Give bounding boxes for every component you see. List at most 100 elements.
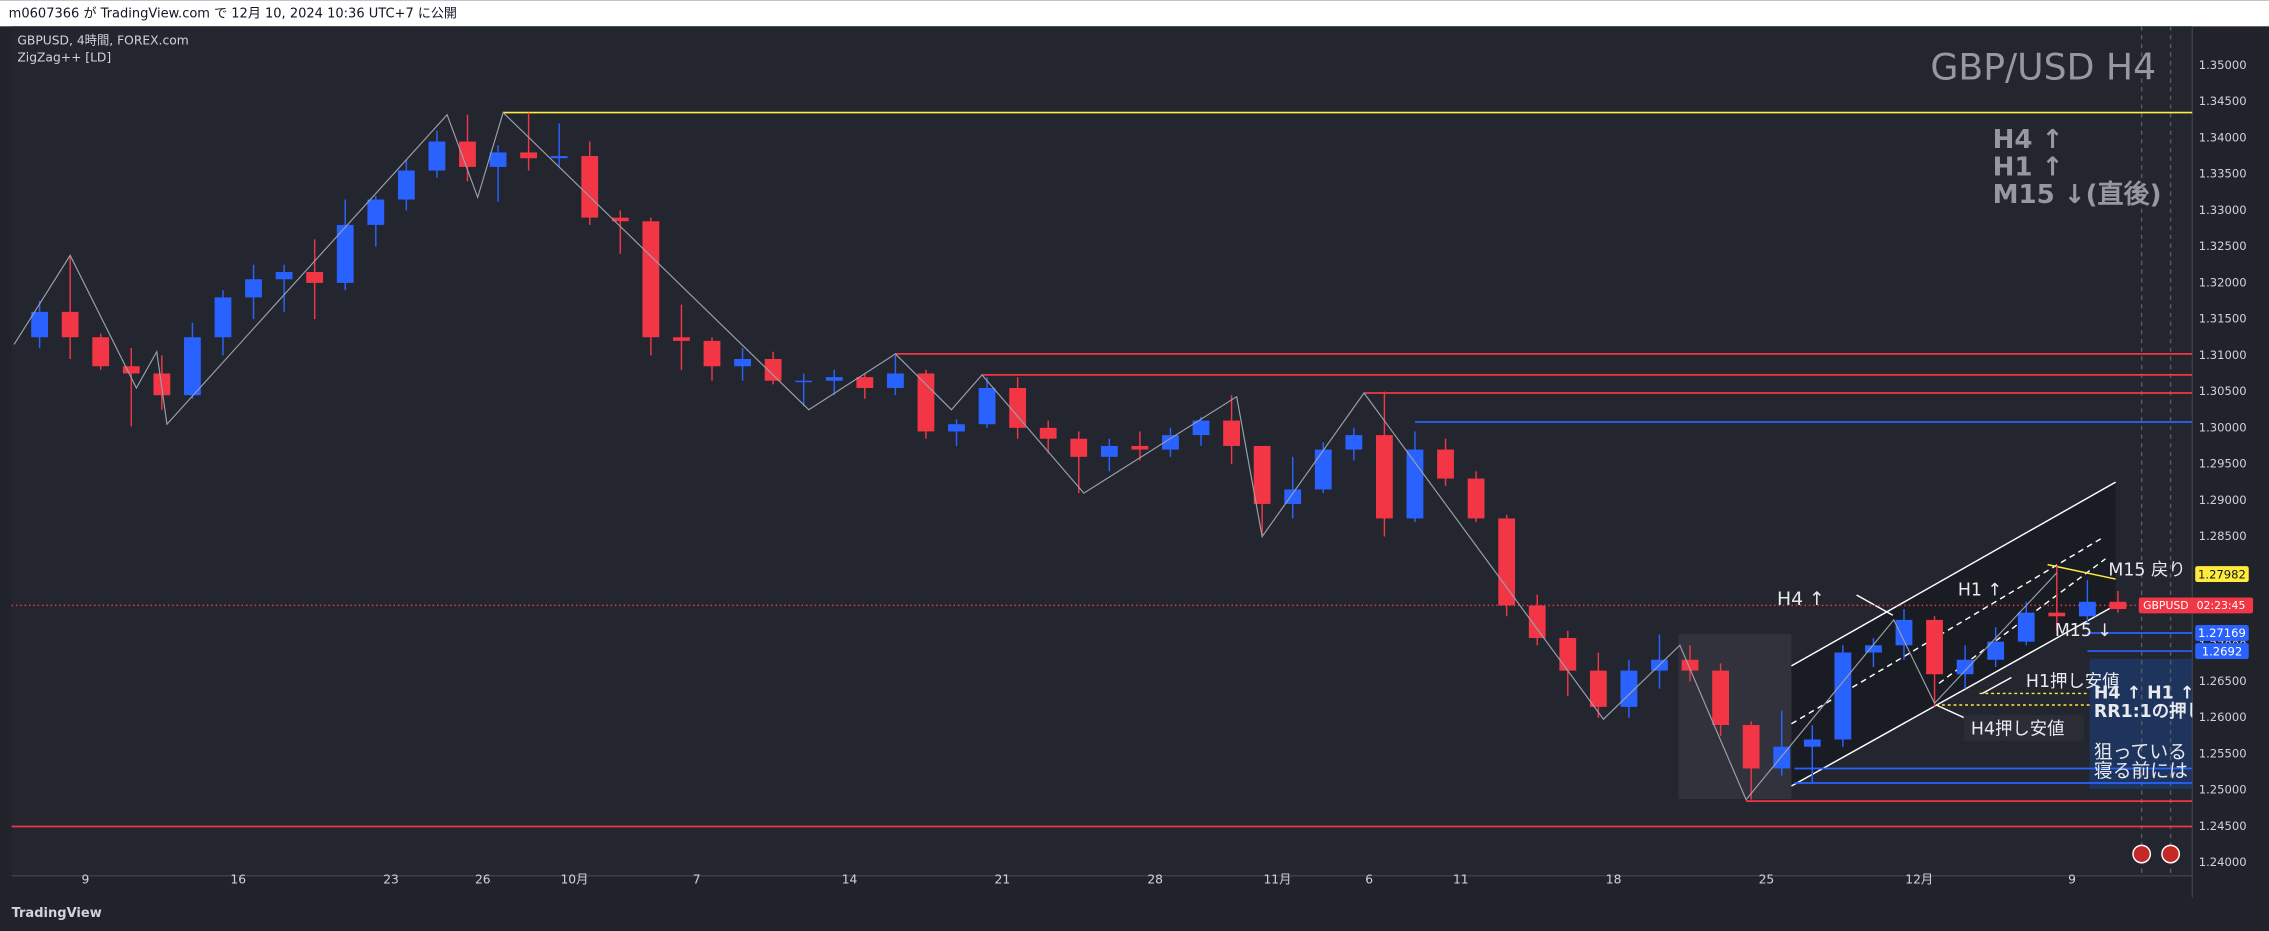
candle-body	[581, 156, 599, 218]
candle-body	[2109, 601, 2127, 610]
event-icon[interactable]	[2161, 844, 2181, 864]
y-tick-label: 1.32500	[2199, 239, 2247, 253]
candle-body	[1773, 746, 1791, 769]
candle-body	[917, 373, 935, 432]
candle-body	[336, 224, 354, 283]
price-tag-label: 1.27169	[2198, 626, 2246, 640]
candle-body	[1039, 427, 1057, 439]
y-tick-label: 1.24500	[2199, 819, 2247, 833]
last-price-tag	[2138, 597, 2254, 614]
candle-body	[734, 358, 751, 367]
x-tick-label: 14	[842, 873, 858, 887]
candle-body	[1926, 619, 1943, 675]
m15-line	[2047, 563, 2116, 580]
y-tick-label: 1.25500	[2199, 746, 2247, 760]
annotation: H4 ↑ H1 ↑	[2094, 683, 2194, 703]
event-icon[interactable]	[2132, 844, 2152, 864]
candle-body	[1712, 670, 1730, 725]
y-tick-label: 1.30000	[2199, 420, 2247, 434]
candle-body	[245, 279, 262, 298]
candle-body	[1803, 739, 1821, 747]
candle-body	[31, 311, 48, 338]
y-tick-label: 1.31500	[2199, 312, 2247, 326]
y-tick-label: 1.34500	[2199, 94, 2247, 108]
y-tick-label: 1.33000	[2199, 203, 2247, 217]
candle-body	[550, 156, 568, 159]
candle-body	[2017, 612, 2035, 642]
candle-body	[520, 152, 538, 159]
x-tick-label: 28	[1147, 873, 1163, 887]
y-tick-label: 1.26000	[2199, 710, 2247, 724]
y-tick-label: 1.24000	[2199, 855, 2247, 869]
price-tag-label: 1.2692	[2202, 644, 2242, 658]
annotation: H4 ↑	[1777, 589, 1825, 610]
y-tick-label: 1.28500	[2199, 529, 2247, 543]
x-tick-label: 26	[475, 873, 491, 887]
last-price-symbol: GBPUSD	[2143, 599, 2189, 612]
indicator-line: ZigZag++ [LD]	[17, 51, 111, 65]
annotation: 狙っている	[2094, 741, 2187, 763]
header-bar	[0, 0, 2269, 27]
price-tag	[2195, 625, 2249, 641]
candle-body	[1314, 449, 1332, 490]
candle-body	[1987, 641, 2005, 660]
candle-body	[1070, 438, 1088, 457]
candle-body	[1467, 478, 1485, 519]
candle-body	[886, 373, 904, 388]
last-price-countdown: 02:23:45	[2197, 599, 2246, 612]
candle-body	[978, 387, 996, 425]
candle-body	[948, 424, 965, 432]
channel-line	[1791, 604, 2116, 787]
candle-body	[1956, 659, 1974, 675]
candle-body	[214, 297, 232, 338]
candle-body	[673, 337, 690, 341]
header-text: m0607366 が TradingView.com で 12月 10, 202…	[9, 7, 457, 22]
candle-body	[703, 340, 721, 367]
annotation: H1押し安値	[2026, 672, 2120, 692]
annotation: H1 ↑	[1958, 581, 2002, 601]
candle-body	[1865, 645, 1882, 653]
y-tick-label: 1.26500	[2199, 674, 2247, 688]
x-tick-label: 9	[82, 873, 90, 887]
y-tick-label: 1.29500	[2199, 457, 2247, 471]
candle-body	[1345, 435, 1363, 450]
y-tick-label: 1.34000	[2199, 130, 2247, 144]
candle-body	[92, 337, 110, 367]
candle-body	[1681, 659, 1699, 671]
channel-line	[1791, 481, 2116, 667]
candle-body	[1375, 435, 1393, 519]
x-tick-label: 7	[693, 873, 701, 887]
y-tick-label: 1.25000	[2199, 783, 2247, 797]
candle-body	[2078, 601, 2096, 617]
x-tick-label: 11	[1453, 873, 1469, 887]
zigzag	[13, 111, 2058, 801]
x-tick-label: 6	[1365, 873, 1373, 887]
candle-body	[1223, 420, 1240, 446]
x-tick-label: 10月	[560, 873, 588, 887]
candle-body	[122, 366, 140, 374]
bias: H4 ↑	[1993, 125, 2064, 155]
candle-body	[1895, 619, 1913, 646]
candle-body	[1834, 652, 1852, 740]
pointer	[1935, 704, 1969, 721]
label-box	[1963, 715, 2084, 742]
candle-body	[275, 272, 293, 280]
candle-body	[1742, 724, 1760, 769]
candle-body	[184, 337, 201, 396]
candle-body	[1437, 449, 1454, 479]
price-tag	[2195, 566, 2249, 583]
candle-body	[795, 380, 813, 383]
candle-body	[1589, 670, 1607, 707]
big-title: GBP/USD H4	[1930, 46, 2156, 89]
candle-body	[825, 377, 843, 381]
y-tick-label: 1.29000	[2199, 493, 2247, 507]
candle-body	[1406, 449, 1424, 519]
candle-body	[489, 152, 507, 167]
x-tick-label: 11月	[1263, 873, 1291, 887]
price-tag	[2195, 643, 2249, 660]
x-tick-label: 23	[383, 873, 399, 887]
candle-body	[1162, 435, 1179, 450]
bias: H1 ↑	[1993, 153, 2064, 183]
annotation: 寝る前には	[2094, 760, 2188, 782]
